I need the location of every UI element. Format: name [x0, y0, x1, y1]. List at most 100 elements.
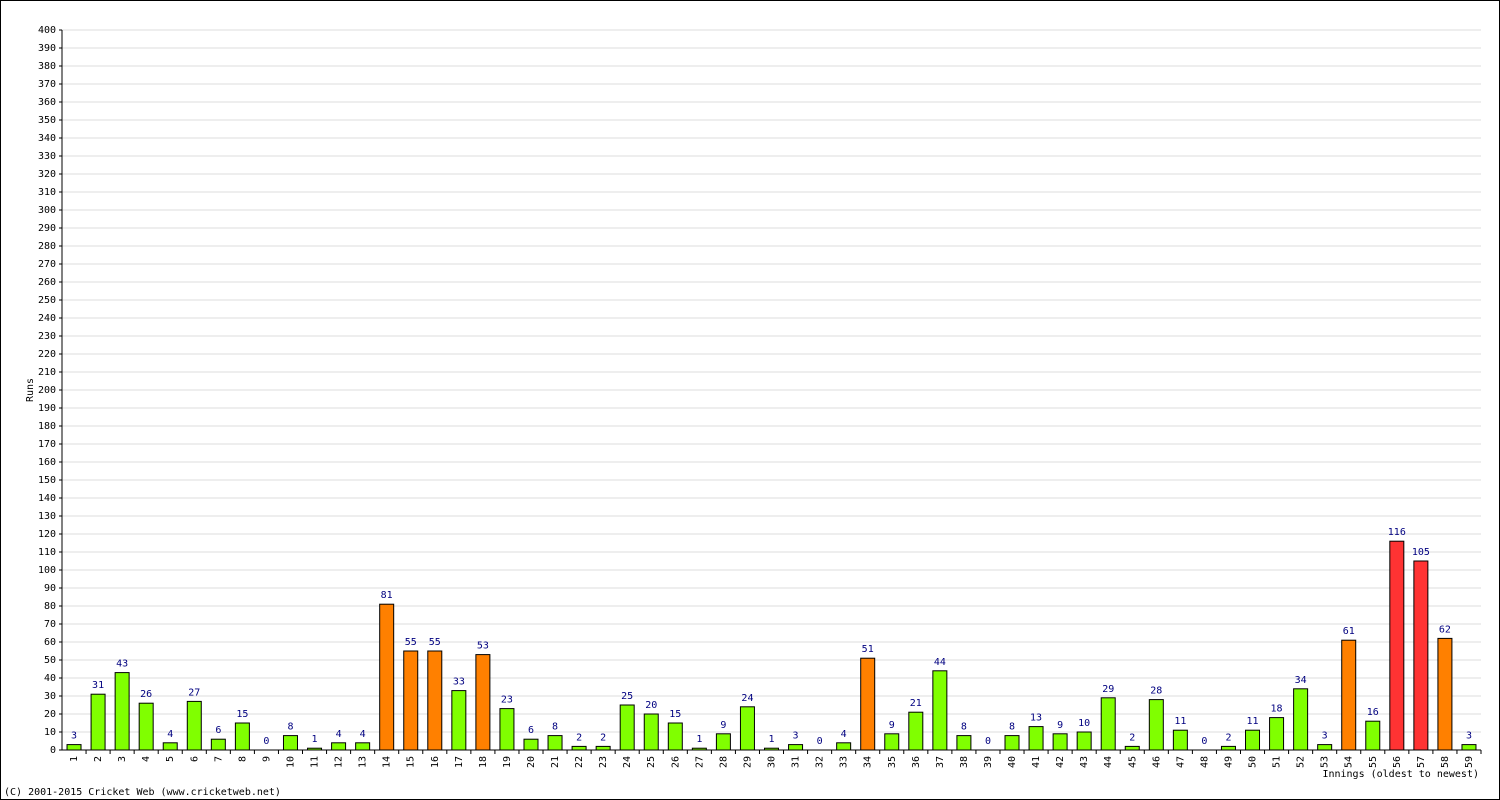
bar	[643, 713, 659, 751]
value-label: 105	[1412, 547, 1430, 558]
value-label: 1	[696, 734, 702, 745]
value-label: 6	[215, 725, 221, 736]
value-label: 1	[312, 734, 318, 745]
x-tick-label: 14	[382, 756, 393, 768]
x-tick-label: 40	[1007, 756, 1018, 768]
value-label: 1	[768, 734, 774, 745]
x-tick-label: 46	[1151, 756, 1162, 768]
value-label: 15	[236, 709, 248, 720]
x-tick-label: 36	[911, 756, 922, 768]
y-tick-label: 100	[38, 565, 56, 576]
value-label: 8	[287, 722, 293, 733]
bar	[114, 672, 130, 751]
y-tick-label: 120	[38, 529, 56, 540]
bar	[571, 745, 587, 751]
x-tick-label: 42	[1055, 756, 1066, 768]
y-tick-label: 60	[44, 637, 56, 648]
y-tick-label: 340	[38, 133, 56, 144]
y-tick-label: 320	[38, 169, 56, 180]
y-tick-label: 240	[38, 313, 56, 324]
x-tick-label: 33	[839, 756, 850, 768]
x-tick-label: 56	[1392, 756, 1403, 768]
bar	[66, 744, 82, 751]
x-tick-label: 26	[670, 756, 681, 768]
value-label: 25	[621, 691, 633, 702]
bar	[1245, 729, 1261, 751]
bar	[499, 708, 515, 751]
value-label: 2	[1225, 732, 1231, 743]
x-tick-label: 15	[406, 756, 417, 768]
x-tick-label: 7	[213, 756, 224, 762]
x-tick-label: 32	[815, 756, 826, 768]
value-label: 43	[116, 659, 128, 670]
bar	[451, 690, 467, 751]
bar	[715, 733, 731, 751]
value-label: 29	[1102, 684, 1114, 695]
bar	[379, 603, 395, 751]
x-tick-label: 34	[863, 756, 874, 768]
x-tick-label: 16	[430, 756, 441, 768]
value-label: 81	[381, 590, 393, 601]
bar	[1461, 744, 1477, 751]
x-tick-label: 24	[622, 756, 633, 768]
value-label: 8	[1009, 722, 1015, 733]
x-tick-label: 53	[1320, 756, 1331, 768]
value-label: 0	[263, 736, 269, 747]
bar	[956, 735, 972, 751]
value-label: 55	[405, 637, 417, 648]
x-tick-label: 38	[959, 756, 970, 768]
x-tick-label: 1	[69, 756, 80, 762]
value-label: 9	[1057, 720, 1063, 731]
value-label: 24	[741, 693, 753, 704]
y-tick-label: 300	[38, 205, 56, 216]
bar	[1172, 729, 1188, 751]
y-tick-label: 10	[44, 727, 56, 738]
y-tick-label: 270	[38, 259, 56, 270]
y-tick-label: 360	[38, 97, 56, 108]
value-label: 28	[1150, 686, 1162, 697]
bar	[1269, 717, 1285, 751]
x-tick-label: 11	[310, 756, 321, 768]
bar	[90, 693, 106, 751]
bar	[1317, 744, 1333, 751]
y-tick-label: 160	[38, 457, 56, 468]
value-label: 44	[934, 657, 946, 668]
value-label: 3	[1466, 731, 1472, 742]
bar	[1100, 697, 1116, 751]
bar	[764, 747, 779, 751]
x-tick-label: 41	[1031, 756, 1042, 768]
y-tick-label: 220	[38, 349, 56, 360]
x-tick-label: 25	[646, 756, 657, 768]
y-tick-label: 200	[38, 385, 56, 396]
y-tick-label: 130	[38, 511, 56, 522]
x-tick-label: 43	[1079, 756, 1090, 768]
x-tick-label: 57	[1416, 756, 1427, 768]
bar	[932, 670, 948, 751]
y-tick-label: 260	[38, 277, 56, 288]
value-label: 9	[720, 720, 726, 731]
bar	[331, 742, 347, 751]
value-label: 2	[1129, 732, 1135, 743]
x-axis-label: Innings (oldest to newest)	[1322, 769, 1479, 780]
y-tick-label: 310	[38, 187, 56, 198]
value-label: 21	[910, 698, 922, 709]
x-tick-label: 9	[261, 756, 272, 762]
value-label: 23	[501, 695, 513, 706]
x-tick-label: 21	[550, 756, 561, 768]
value-label: 3	[793, 731, 799, 742]
value-label: 10	[1078, 718, 1090, 729]
bar	[908, 711, 924, 751]
value-label: 16	[1367, 707, 1379, 718]
bar	[186, 700, 202, 751]
value-label: 2	[600, 732, 606, 743]
y-tick-label: 390	[38, 43, 56, 54]
bar	[1076, 731, 1092, 751]
y-tick-label: 380	[38, 61, 56, 72]
bar	[1004, 735, 1020, 751]
bar	[1124, 745, 1140, 751]
x-tick-label: 39	[983, 756, 994, 768]
x-tick-label: 51	[1272, 756, 1283, 768]
bar	[860, 657, 876, 751]
x-tick-label: 3	[117, 756, 128, 762]
